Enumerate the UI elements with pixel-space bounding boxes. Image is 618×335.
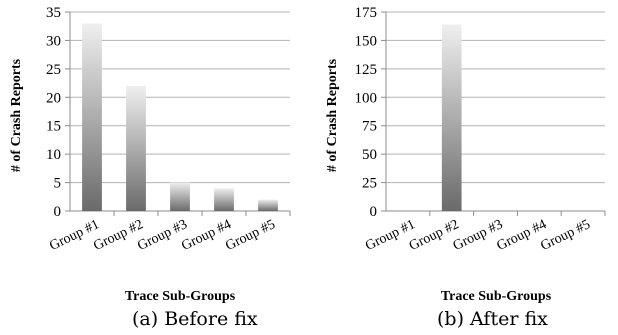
- category-label: Group #3: [451, 217, 505, 254]
- y-tick-label: 25: [362, 176, 377, 192]
- category-label: Group #1: [47, 217, 101, 254]
- category-label: Group #2: [91, 217, 145, 254]
- bar-2: [441, 24, 462, 211]
- y-tick-label: 125: [355, 62, 378, 78]
- bar-4: [214, 188, 234, 211]
- bar-3: [170, 182, 190, 211]
- bar-2: [126, 85, 146, 211]
- category-label: Group #4: [179, 217, 233, 254]
- bar-5: [258, 199, 278, 211]
- caption-before-fix: (a) Before fix: [132, 308, 258, 330]
- y-tick-label: 20: [46, 90, 61, 106]
- category-label: Group #1: [363, 217, 417, 254]
- y-tick-label: 15: [46, 119, 61, 135]
- category-label: Group #3: [135, 217, 189, 254]
- y-tick-label: 25: [46, 62, 61, 78]
- y-tick-label: 175: [355, 5, 378, 21]
- y-tick-label: 75: [362, 119, 377, 135]
- y-axis-title: # of Crash Reports: [9, 58, 24, 172]
- y-tick-label: 10: [46, 147, 61, 163]
- y-tick-label: 0: [54, 204, 62, 220]
- x-axis-title: Trace Sub-Groups: [125, 289, 236, 304]
- y-tick-label: 30: [46, 33, 61, 49]
- y-tick-label: 5: [54, 176, 62, 192]
- bar-1: [82, 23, 102, 211]
- category-label: Group #5: [223, 217, 277, 254]
- category-label: Group #4: [495, 217, 549, 254]
- y-tick-label: 35: [46, 5, 61, 21]
- category-label: Group #5: [538, 217, 592, 254]
- y-tick-label: 100: [355, 90, 378, 106]
- y-tick-label: 50: [362, 147, 377, 163]
- y-tick-label: 150: [355, 33, 378, 49]
- x-axis-title: Trace Sub-Groups: [441, 289, 552, 304]
- caption-after-fix: (b) After fix: [437, 308, 548, 330]
- y-tick-label: 0: [370, 204, 378, 220]
- category-label: Group #2: [407, 217, 461, 254]
- y-axis-title: # of Crash Reports: [325, 58, 340, 172]
